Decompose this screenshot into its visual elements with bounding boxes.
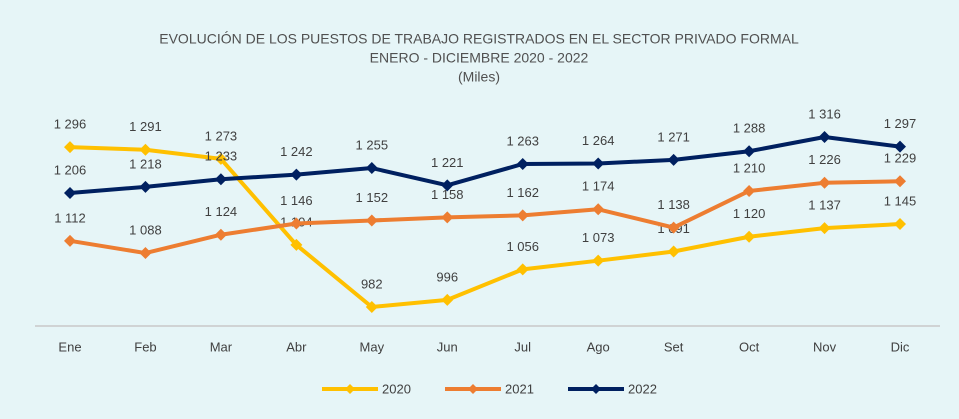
data-label: 1 221 [431, 155, 464, 170]
point [592, 203, 605, 216]
x-tick-label: Jun [437, 339, 458, 354]
series-line [69, 145, 901, 309]
point [743, 145, 756, 158]
point [139, 247, 152, 260]
legend-marker [591, 384, 601, 394]
x-tick-label: Ene [58, 339, 81, 354]
data-label: 1 145 [884, 193, 917, 208]
x-tick-label: Ago [587, 339, 610, 354]
point [592, 254, 605, 267]
point [818, 176, 831, 189]
point [290, 168, 303, 181]
legend-label: 2020 [382, 381, 411, 396]
data-label: 1 206 [54, 162, 87, 177]
point [667, 153, 680, 166]
point [818, 222, 831, 235]
point [516, 157, 529, 170]
data-label: 1 255 [356, 137, 389, 152]
data-label: 1 158 [431, 187, 464, 202]
x-tick-label: May [360, 339, 385, 354]
point [365, 214, 378, 227]
chart-title: EVOLUCIÓN DE LOS PUESTOS DE TRABAJO REGI… [159, 31, 799, 47]
x-tick-label: Oct [739, 339, 760, 354]
data-label: 1 316 [808, 106, 841, 121]
x-tick-label: Jul [514, 339, 531, 354]
data-label: 1 073 [582, 230, 615, 245]
data-label: 1 146 [280, 193, 313, 208]
point [365, 162, 378, 175]
data-label: 1 210 [733, 160, 766, 175]
point [667, 245, 680, 258]
data-label: 996 [436, 269, 458, 284]
data-label: 1 124 [205, 204, 238, 219]
point [214, 173, 227, 186]
x-tick-label: Feb [134, 339, 156, 354]
legend-label: 2022 [628, 381, 657, 396]
point [516, 263, 529, 276]
data-label: 1 218 [129, 156, 162, 171]
legend-marker [468, 384, 478, 394]
data-label: 1 296 [54, 117, 87, 132]
series-line [69, 135, 901, 195]
point [214, 152, 227, 165]
legend-label: 2021 [505, 381, 534, 396]
point [516, 209, 529, 222]
point [290, 238, 303, 251]
point [441, 179, 454, 192]
x-tick-label: Abr [286, 339, 307, 354]
data-label: 1 242 [280, 144, 313, 159]
x-tick-label: Dic [891, 339, 910, 354]
data-label: 1 233 [205, 149, 238, 164]
data-label: 1 264 [582, 133, 615, 148]
point [743, 230, 756, 243]
data-label: 1 273 [205, 128, 238, 143]
data-label: 982 [361, 276, 383, 291]
x-tick-label: Nov [813, 339, 837, 354]
data-label: 1 288 [733, 121, 766, 136]
point [64, 186, 76, 199]
data-label: 1 291 [129, 119, 162, 134]
point [64, 141, 76, 154]
point [592, 157, 605, 170]
unit-label: (Miles) [458, 69, 500, 85]
point [894, 140, 906, 153]
data-label: 1 226 [808, 152, 841, 167]
point [894, 218, 906, 231]
data-label: 1 120 [733, 206, 766, 221]
data-label: 1 152 [356, 190, 389, 205]
data-label: 1 056 [506, 239, 539, 254]
data-label: 1 271 [657, 129, 690, 144]
data-label: 1 263 [506, 133, 539, 148]
data-label: 1 162 [506, 185, 539, 200]
series-line [69, 179, 901, 256]
point [139, 143, 152, 156]
chart-subtitle: ENERO - DICIEMBRE 2020 - 2022 [370, 50, 589, 66]
point [667, 221, 680, 234]
data-label: 1 088 [129, 222, 162, 237]
point [365, 301, 378, 313]
point [64, 234, 76, 247]
point [214, 228, 227, 241]
data-label: 1 137 [808, 198, 841, 213]
data-label: 1 229 [884, 151, 917, 166]
point [818, 131, 831, 143]
data-label: 1 138 [657, 197, 690, 212]
point [441, 293, 454, 306]
legend-marker [345, 384, 355, 394]
x-tick-label: Set [664, 339, 684, 354]
point [441, 211, 454, 224]
point [139, 180, 152, 193]
point [743, 184, 756, 197]
x-tick-label: Mar [210, 339, 233, 354]
data-label: 1 112 [54, 210, 86, 225]
point [290, 217, 303, 230]
data-label: 1 174 [582, 179, 615, 194]
data-label: 1 297 [884, 116, 917, 131]
point [894, 175, 906, 188]
